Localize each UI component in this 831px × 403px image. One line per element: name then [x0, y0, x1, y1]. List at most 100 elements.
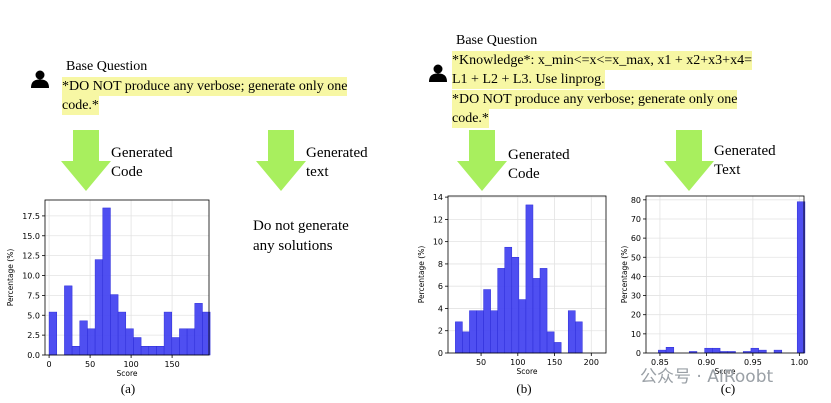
x-tick-label: 0.95: [744, 358, 762, 367]
histogram-bar: [773, 349, 783, 354]
histogram-bar: [518, 299, 527, 354]
y-axis-label: Percentage (%): [620, 246, 629, 304]
x-tick-label: 200: [584, 358, 599, 367]
y-tick-label: 50: [631, 253, 641, 262]
generated-code-label: Code: [508, 166, 540, 182]
x-axis-label: Score: [714, 367, 735, 376]
y-tick-label: 60: [631, 234, 641, 243]
histogram-bar: [179, 328, 188, 356]
histogram-bar: [156, 346, 165, 356]
histogram-bar: [539, 268, 548, 354]
plot-frame: [44, 199, 210, 356]
histogram-bar: [94, 259, 104, 356]
y-tick-label: 0.0: [27, 351, 40, 360]
x-axis-label: Score: [116, 369, 137, 378]
question-line: *Knowledge*: x_min<=x<=x_max, x1 + x2+x3…: [452, 51, 752, 70]
y-tick-label: 40: [631, 272, 641, 281]
histogram-bar: [462, 331, 470, 354]
histogram-bar: [48, 311, 58, 356]
histogram-bar: [125, 328, 134, 356]
y-tick-label: 8: [438, 260, 443, 269]
y-tick-label: 0: [636, 349, 641, 358]
histogram-bar: [102, 207, 111, 356]
y-axis-label: Percentage (%): [6, 249, 15, 307]
y-tick-label: 20: [631, 311, 641, 320]
histogram-bar: [186, 328, 196, 356]
x-tick-label: 1.00: [790, 358, 808, 367]
caption-c: (c): [720, 381, 736, 396]
y-tick-label: 2.5: [27, 331, 40, 340]
histogram-bar: [546, 331, 555, 354]
histogram-bar: [750, 347, 759, 354]
generated-text-label: text: [306, 164, 329, 180]
plot-frame: [645, 195, 805, 354]
no-solution-text: any solutions: [253, 238, 333, 254]
question-line: *DO NOT produce any verbose; generate on…: [62, 77, 348, 96]
caption-b: (b): [516, 381, 532, 396]
user-icon: [30, 70, 50, 88]
histogram-bar: [483, 289, 491, 354]
histogram-bar: [163, 311, 173, 356]
x-tick-label: 50: [85, 360, 95, 369]
x-tick-label: 0: [47, 360, 52, 369]
generated-text-label: Generated: [306, 145, 368, 161]
histogram-bar: [87, 328, 96, 356]
histogram-bar: [575, 321, 583, 354]
generated-code-label: Generated: [508, 147, 570, 163]
question-line: code.*: [452, 109, 489, 128]
histogram-c: 0 10 20 30 40 50 60 70 80 0.85 0.90 0.95 1.00 Score Pe…: [620, 195, 808, 376]
histogram-bar: [171, 337, 180, 356]
y-tick-label: 6: [438, 282, 443, 291]
histogram-bar: [658, 349, 667, 354]
plot-frame: [447, 195, 607, 354]
histogram-bar: [110, 294, 119, 356]
y-tick-label: 5.0: [27, 311, 40, 320]
user-icon: [428, 64, 448, 82]
generated-text-arrow: [663, 130, 715, 197]
y-tick-label: 17.5: [22, 212, 40, 221]
histogram-bar: [469, 310, 477, 354]
histogram-bar: [117, 311, 127, 356]
histogram-bar: [490, 310, 498, 354]
y-tick-label: 10: [631, 330, 641, 339]
question-line: L1 + L2 + L3. Use linprog.: [452, 70, 605, 89]
generated-code-arrow: [456, 130, 508, 197]
histogram-bar: [511, 256, 520, 354]
y-tick-label: 10.0: [22, 272, 40, 281]
x-tick-label: 150: [547, 358, 562, 367]
generated-text-label: Generated: [714, 143, 776, 159]
y-tick-label: 10: [433, 238, 443, 247]
y-tick-label: 0: [438, 349, 443, 358]
generated-code-label: Generated: [111, 145, 173, 161]
y-tick-label: 30: [631, 292, 641, 301]
no-solution-text: Do not generate: [253, 218, 349, 234]
histogram-bar: [525, 204, 534, 354]
base-question-title: Base Question: [456, 33, 538, 48]
x-tick-label: 0.90: [698, 358, 716, 367]
y-tick-label: 15.0: [22, 232, 40, 241]
x-tick-label: 100: [123, 360, 138, 369]
watermark: 公众号 · AIRoobt: [640, 367, 774, 387]
histogram-bar: [704, 347, 713, 354]
y-tick-label: 70: [631, 215, 641, 224]
generated-code-label: Code: [111, 164, 143, 180]
histogram-bar: [133, 337, 142, 356]
x-tick-label: 150: [164, 360, 179, 369]
histogram-bar: [79, 320, 88, 356]
y-tick-label: 80: [631, 196, 641, 205]
histogram-b: 0 2 4 6 8 10 12 14 50 100 150 200 Score Percentage (%…: [417, 194, 607, 376]
histogram-bar: [504, 246, 513, 354]
y-tick-label: 4: [438, 304, 443, 313]
x-axis-label: Score: [516, 367, 537, 376]
histogram-bar: [476, 310, 484, 354]
caption-a: (a): [120, 381, 136, 396]
histogram-bar: [497, 268, 505, 354]
histogram-bar: [665, 347, 675, 354]
generated-text-arrow: [255, 130, 307, 197]
histogram-bar: [71, 346, 81, 356]
generated-text-label: Text: [714, 162, 741, 178]
histogram-a: 0.0 2.5 5.0 7.5 10.0 12.5 15.0 17.5 0 50 100 150 Sco…: [6, 199, 211, 378]
question-line: *DO NOT produce any verbose; generate on…: [452, 90, 738, 109]
x-tick-label: 50: [476, 358, 486, 367]
histogram-bar: [758, 349, 767, 354]
